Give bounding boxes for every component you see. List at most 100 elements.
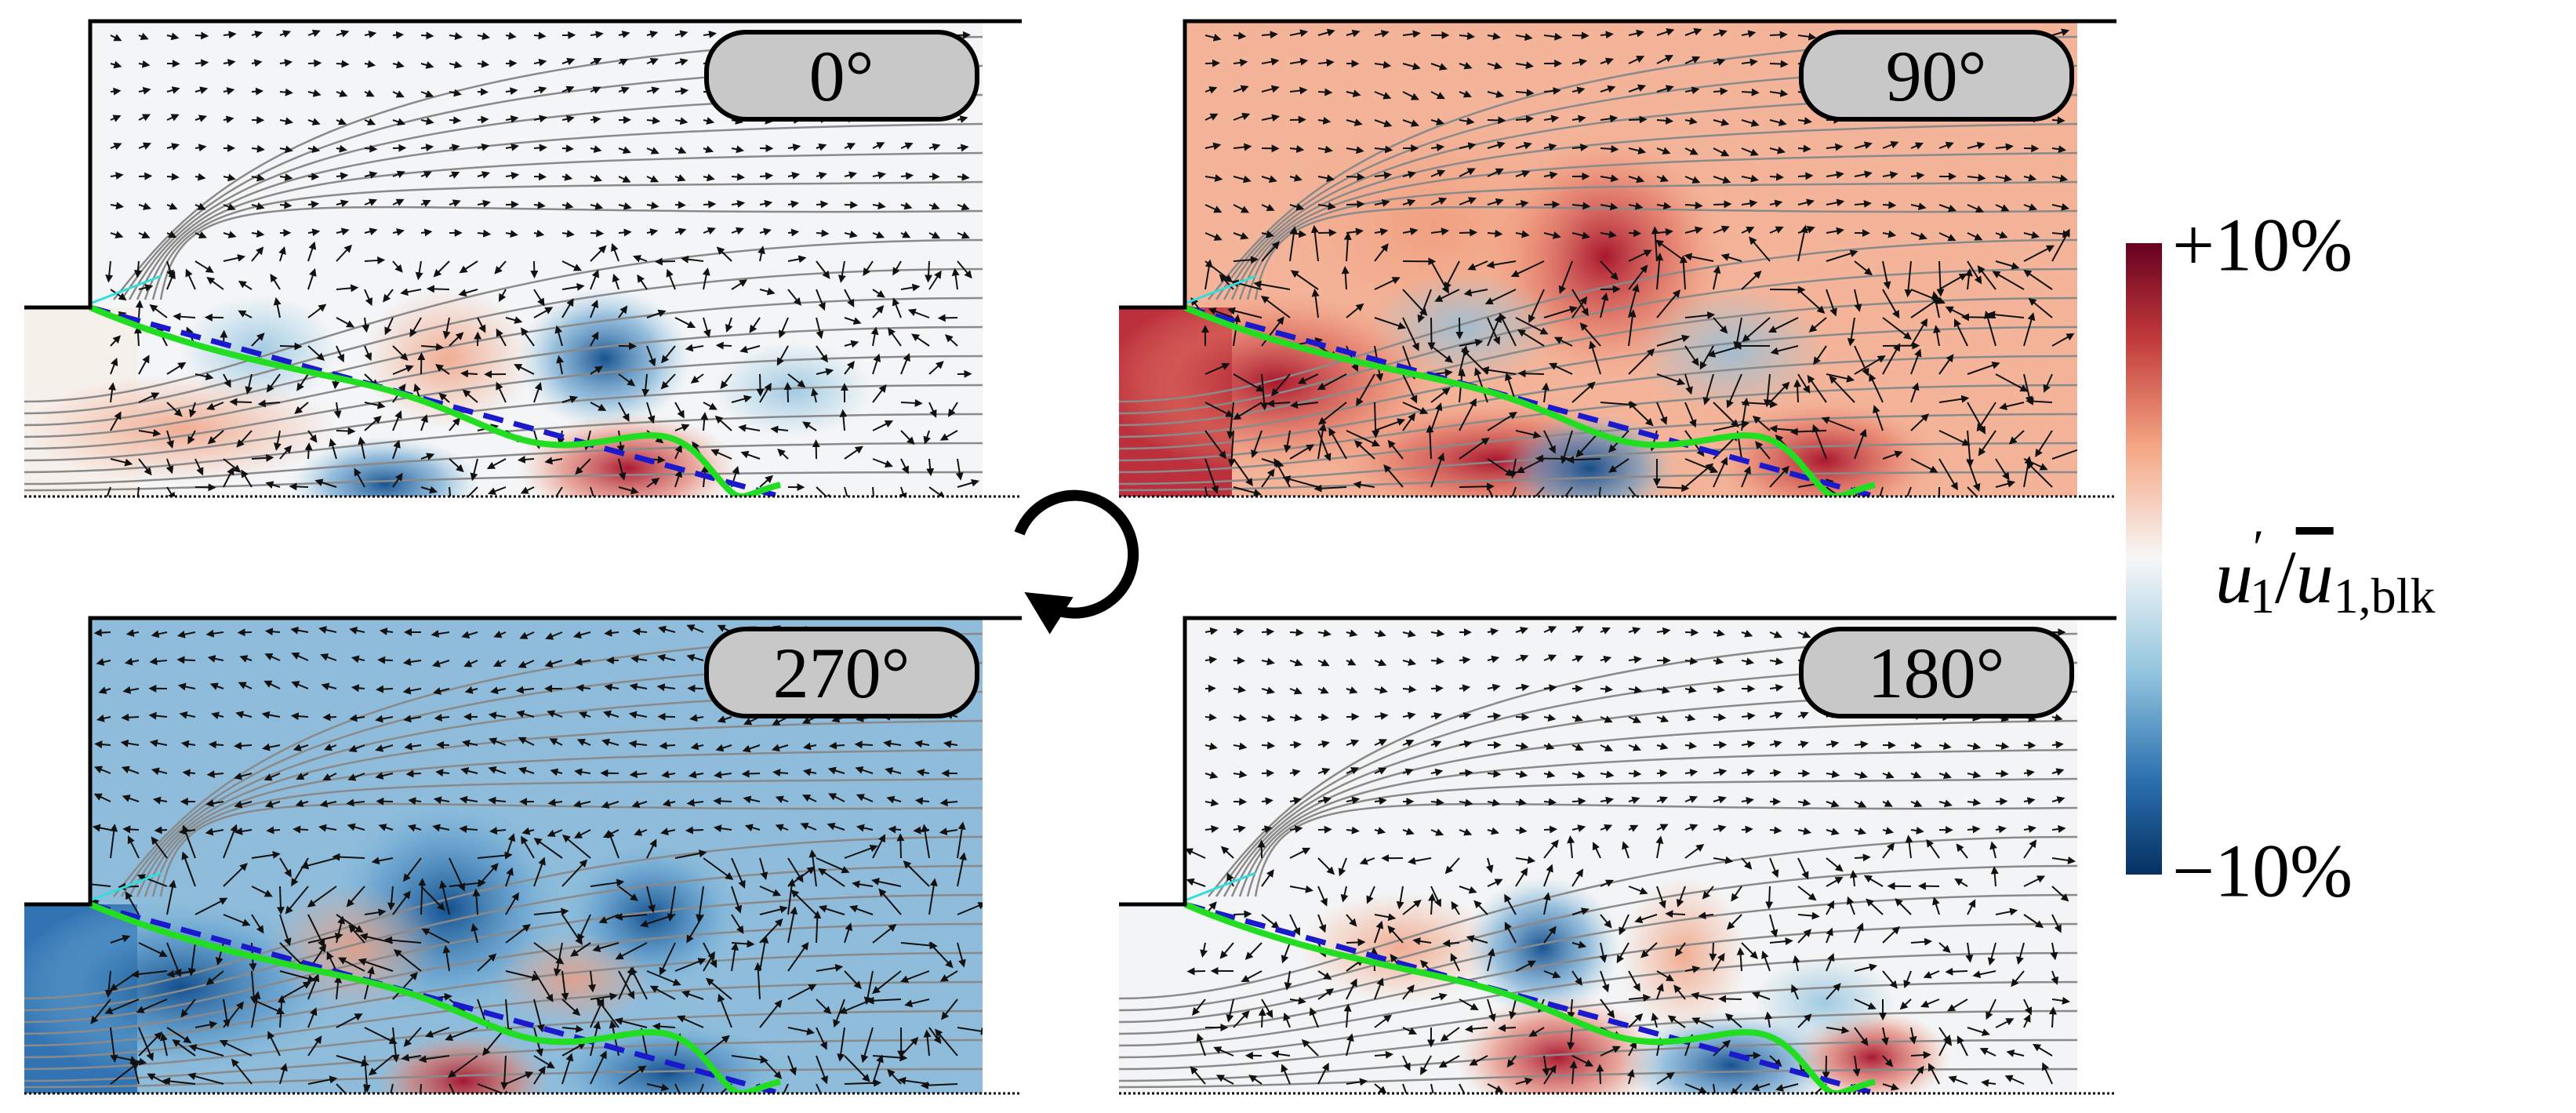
- velocity-vector: [1769, 173, 1785, 181]
- velocity-vector: [1374, 317, 1407, 330]
- velocity-vector: [928, 202, 940, 210]
- velocity-vector: [1910, 741, 1923, 750]
- velocity-vector: [900, 231, 911, 238]
- velocity-vector: [477, 143, 490, 151]
- velocity-vector: [477, 171, 490, 179]
- velocity-vector: [1402, 413, 1416, 431]
- velocity-vector: [646, 116, 661, 125]
- velocity-vector: [449, 199, 461, 207]
- velocity-vector: [1289, 628, 1304, 637]
- velocity-vector: [1402, 289, 1428, 316]
- velocity-vector: [896, 833, 905, 859]
- velocity-vector: [685, 826, 704, 835]
- velocity-vector: [1543, 143, 1557, 151]
- velocity-vector: [1656, 116, 1674, 125]
- velocity-vector: [854, 740, 874, 749]
- velocity-vector: [208, 740, 224, 749]
- velocity-vector: [449, 332, 464, 347]
- wall: [24, 19, 1022, 310]
- velocity-vector: [279, 145, 293, 154]
- velocity-vector: [703, 30, 718, 38]
- velocity-vector: [1204, 486, 1213, 496]
- velocity-vector: [1353, 440, 1375, 460]
- velocity-vector: [1317, 88, 1333, 96]
- velocity-vector: [1444, 260, 1460, 290]
- velocity-vector: [245, 373, 253, 395]
- velocity-vector: [618, 458, 627, 481]
- velocity-vector: [223, 254, 246, 262]
- velocity-vector: [1434, 289, 1460, 302]
- velocity-vector: [458, 289, 478, 297]
- velocity-vector: [420, 486, 438, 494]
- velocity-vector: [307, 241, 317, 262]
- velocity-vector: [554, 325, 563, 347]
- velocity-vector: [1487, 141, 1506, 149]
- velocity-vector: [238, 310, 253, 318]
- velocity-vector: [646, 175, 659, 183]
- velocity-vector: [590, 299, 599, 318]
- velocity-vector: [251, 246, 264, 262]
- velocity-vector: [1487, 198, 1504, 206]
- velocity-vector: [279, 445, 292, 460]
- velocity-vector: [1374, 119, 1393, 128]
- velocity-vector: [1854, 740, 1869, 749]
- velocity-vector: [1261, 230, 1275, 238]
- velocity-vector: [939, 430, 958, 441]
- velocity-vector: [449, 486, 452, 496]
- velocity-vector: [731, 173, 746, 181]
- velocity-vector: [514, 364, 535, 375]
- velocity-vector: [957, 144, 969, 152]
- velocity-vector: [1910, 1051, 1931, 1060]
- velocity-vector: [561, 395, 578, 403]
- velocity-vector: [505, 316, 523, 324]
- velocity-vector: [166, 430, 174, 449]
- velocity-vector: [1282, 475, 1319, 488]
- velocity-vector: [2048, 1006, 2057, 1028]
- velocity-vector: [364, 345, 372, 362]
- velocity-vector: [740, 450, 761, 460]
- velocity-vector: [1261, 797, 1273, 806]
- velocity-vector: [900, 458, 909, 475]
- streamline: [24, 326, 983, 438]
- velocity-vector: [1289, 57, 1309, 66]
- velocity-vector: [561, 260, 583, 271]
- velocity-vector: [911, 333, 930, 347]
- velocity-vector: [138, 284, 154, 292]
- velocity-vector: [1459, 228, 1478, 237]
- velocity-vector: [460, 369, 478, 378]
- velocity-vector: [844, 340, 859, 348]
- velocity-vector: [1204, 113, 1219, 121]
- velocity-vector: [618, 86, 630, 94]
- velocity-vector: [715, 341, 732, 350]
- velocity-vector: [659, 741, 676, 750]
- velocity-vector: [1543, 825, 1558, 834]
- velocity-vector: [533, 144, 547, 152]
- velocity-vector: [307, 345, 325, 362]
- velocity-vector: [400, 288, 422, 296]
- velocity-vector: [872, 142, 885, 150]
- velocity-vector: [1233, 458, 1253, 487]
- velocity-vector: [611, 242, 619, 262]
- velocity-vector: [494, 260, 507, 275]
- velocity-vector: [392, 90, 405, 98]
- velocity-vector: [384, 317, 394, 336]
- velocity-vector: [759, 227, 772, 236]
- velocity-vector: [674, 58, 689, 66]
- velocity-vector: [1317, 202, 1336, 210]
- velocity-vector: [1515, 826, 1528, 835]
- label-sub: 1: [2250, 568, 2275, 624]
- velocity-vector: [1374, 145, 1393, 154]
- velocity-vector: [505, 31, 517, 40]
- velocity-vector: [1317, 174, 1335, 183]
- velocity-vector: [1289, 29, 1309, 38]
- velocity-vector: [618, 486, 639, 495]
- velocity-vector: [1600, 144, 1619, 153]
- velocity-vector: [1967, 825, 1981, 834]
- velocity-vector: [1543, 86, 1561, 95]
- velocity-vector: [1487, 32, 1502, 41]
- velocity-vector: [1499, 312, 1517, 347]
- velocity-vector: [1270, 373, 1291, 397]
- velocity-vector: [1346, 89, 1361, 98]
- velocity-vector: [1261, 85, 1280, 93]
- velocity-vector: [787, 200, 799, 209]
